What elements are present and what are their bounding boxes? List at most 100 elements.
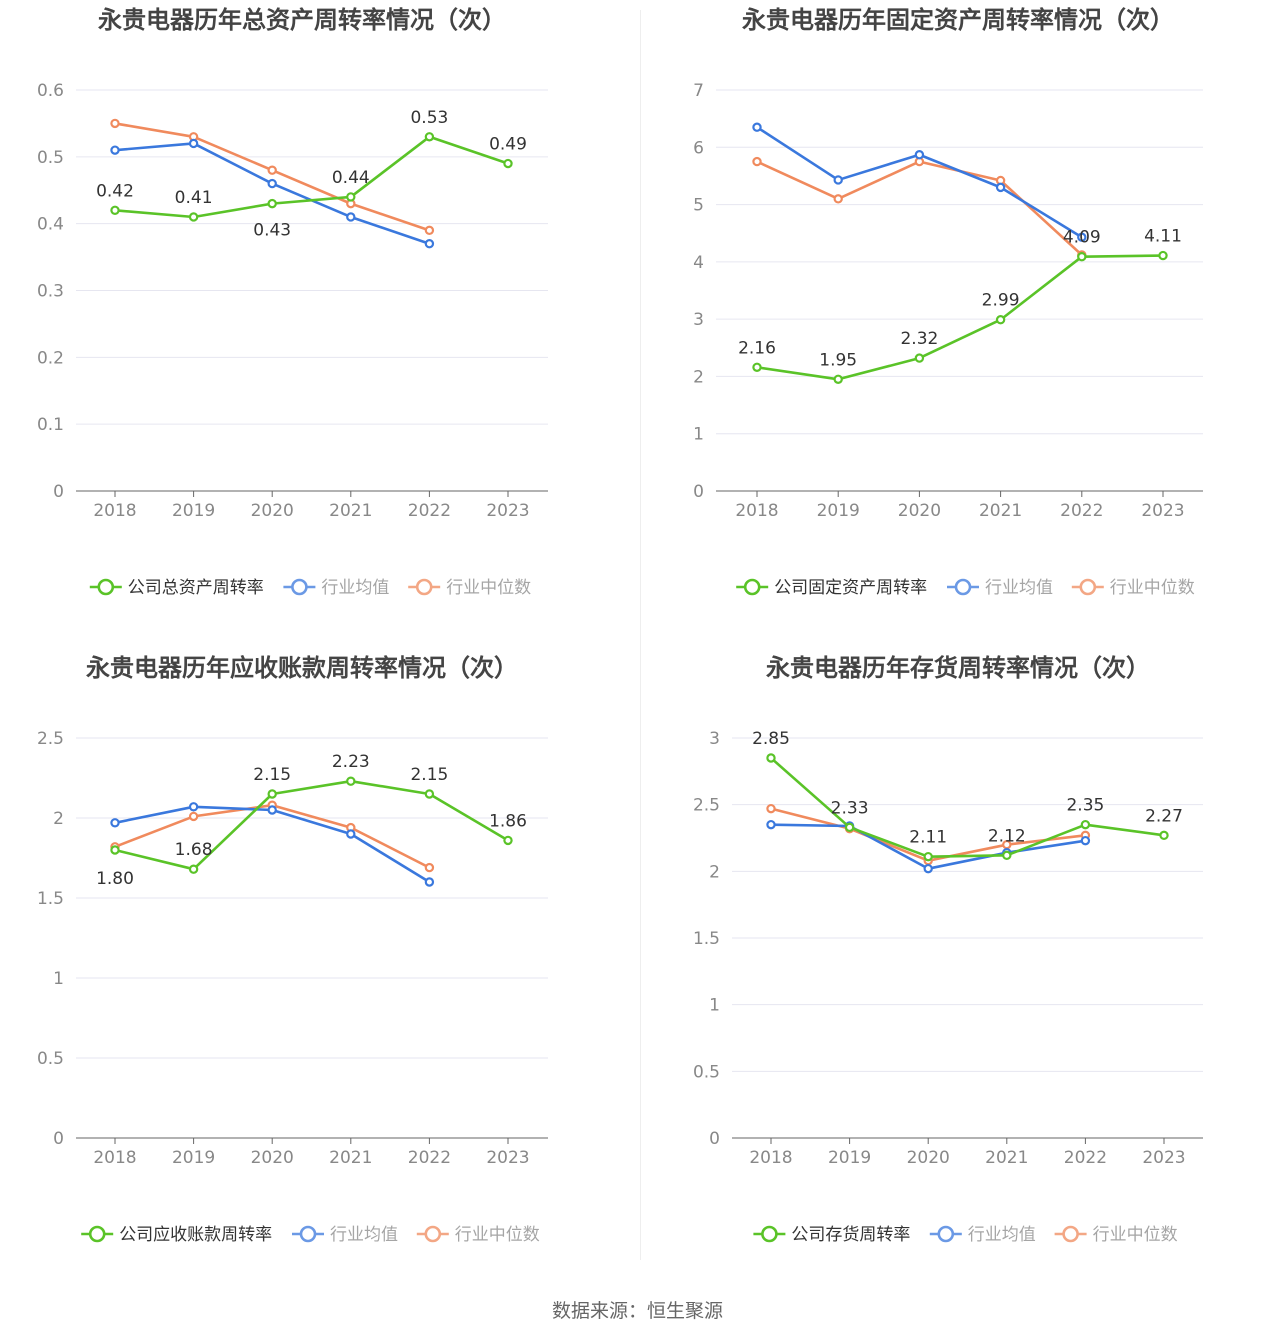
legend-item-industry_avg[interactable]: 行业均值 (292, 1225, 398, 1245)
data-point-industry_avg (752, 122, 762, 132)
data-point-company (995, 315, 1006, 325)
chart-panel-receivables-turnover: 永贵电器历年应收账款周转率情况（次） 0 0.5 1 1.5 2 2.5 2018 2019 20… (0, 648, 637, 1296)
y-tick-label: 0.4 (37, 215, 64, 235)
data-point-company (503, 835, 513, 846)
y-tick-label: 6 (693, 138, 704, 158)
y-tick-label: 0 (709, 1129, 720, 1149)
data-label: 0.42 (96, 181, 134, 201)
y-tick-label: 1 (693, 425, 704, 445)
legend-marker (937, 1225, 955, 1243)
data-point-company (844, 822, 855, 833)
legend-label: 行业均值 (985, 578, 1053, 598)
x-tick-label: 2020 (251, 1148, 294, 1168)
legend-marker (291, 578, 308, 596)
x-tick-label: 2018 (93, 1148, 136, 1168)
x-tick-label: 2021 (329, 1148, 372, 1168)
data-label: 2.99 (982, 291, 1020, 311)
y-tick-label: 5 (693, 196, 704, 216)
x-tick-label: 2018 (749, 1148, 792, 1168)
y-tick-label: 2 (53, 809, 64, 829)
y-tick-label: 0 (693, 482, 704, 502)
legend-item-company[interactable]: 公司固定资产周转率 (736, 578, 927, 598)
x-tick-label: 2020 (907, 1148, 950, 1168)
data-point-industry_avg (914, 150, 925, 160)
data-point-industry_avg (188, 802, 199, 812)
data-point-industry_median (833, 194, 843, 204)
data-point-company (1158, 250, 1168, 261)
legend-item-company[interactable]: 公司存货周转率 (753, 1225, 910, 1245)
data-point-industry_avg (188, 138, 199, 149)
data-point-company (914, 353, 925, 363)
legend-marker (1079, 578, 1097, 596)
data-point-industry_median (188, 811, 199, 822)
y-tick-label: 2 (709, 862, 720, 882)
x-tick-label: 2023 (486, 501, 529, 521)
y-tick-label: 2 (693, 367, 704, 387)
chart-panel-fixed-asset-turnover: 永贵电器历年固定资产周转率情况（次） 0 1 2 3 4 5 6 7 2018 2019 2020 20… (640, 0, 1275, 648)
x-tick-label: 2022 (1064, 1148, 1107, 1168)
y-tick-label: 0.5 (37, 1049, 64, 1069)
data-label: 2.32 (900, 329, 938, 349)
data-label: 0.43 (253, 221, 291, 241)
data-point-company (188, 864, 199, 874)
data-label: 0.49 (489, 135, 527, 155)
x-tick-label: 2021 (329, 501, 372, 521)
x-tick-label: 2019 (828, 1148, 871, 1168)
legend-item-industry_avg[interactable]: 行业均值 (947, 578, 1053, 598)
chart-group: 永贵电器历年总资产周转率情况（次） 0 0.1 0.2 0.3 0.4 0.5 0.6 2018… (37, 6, 548, 598)
panel-divider (640, 10, 641, 1260)
y-tick-label: 1 (709, 996, 720, 1016)
y-tick-label: 0.2 (37, 348, 64, 368)
legend-item-industry_median[interactable]: 行业中位数 (1071, 578, 1195, 598)
data-point-industry_avg (833, 175, 843, 185)
legend-item-industry_median[interactable]: 行业中位数 (408, 578, 531, 598)
legend-item-industry_median[interactable]: 行业中位数 (1054, 1225, 1178, 1245)
data-label: 2.12 (988, 826, 1026, 846)
x-tick-label: 2019 (817, 501, 860, 521)
data-label: 2.33 (831, 798, 869, 818)
data-point-company (1080, 819, 1091, 830)
y-tick-label: 2.5 (37, 729, 64, 749)
chart-group: 永贵电器历年存货周转率情况（次） 0 0.5 1 1.5 2 2.5 3 2018 2019 202… (693, 654, 1203, 1245)
chart-total-asset-turnover: 永贵电器历年总资产周转率情况（次） 0 0.1 0.2 0.3 0.4 0.5 0.6 2018… (37, 6, 548, 598)
data-label: 1.95 (819, 350, 857, 370)
series-line-company (114, 135, 509, 219)
data-point-industry_median (424, 225, 435, 236)
data-label: 0.53 (410, 108, 448, 128)
y-tick-label: 0.3 (37, 282, 64, 302)
x-tick-label: 2020 (898, 501, 941, 521)
chart-title: 永贵电器历年固定资产周转率情况（次） (742, 6, 1174, 34)
legend-item-industry_median[interactable]: 行业中位数 (416, 1225, 540, 1245)
data-point-company (1002, 850, 1012, 861)
x-tick-label: 2023 (1142, 1148, 1185, 1168)
x-tick-label: 2019 (172, 501, 215, 521)
y-tick-label: 3 (709, 729, 720, 749)
series-line-industry_avg (756, 126, 1083, 239)
data-label: 1.80 (96, 869, 134, 889)
x-tick-label: 2023 (486, 1148, 529, 1168)
legend-item-company[interactable]: 公司应收账款周转率 (81, 1225, 272, 1245)
data-label: 0.44 (332, 168, 370, 188)
legend-marker (743, 578, 761, 596)
data-point-company (503, 158, 513, 169)
data-label: 1.86 (489, 811, 527, 831)
y-tick-label: 1.5 (693, 929, 720, 949)
y-tick-label: 3 (693, 310, 704, 330)
y-tick-label: 0 (53, 482, 64, 502)
data-label: 2.15 (253, 765, 291, 785)
chart-panel-inventory-turnover: 永贵电器历年存货周转率情况（次） 0 0.5 1 1.5 2 2.5 3 2018 2019 202… (640, 648, 1275, 1296)
data-point-industry_avg (110, 818, 120, 828)
legend-label: 公司存货周转率 (791, 1225, 910, 1245)
chart-receivables-turnover: 永贵电器历年应收账款周转率情况（次） 0 0.5 1 1.5 2 2.5 2018 2019 20… (37, 654, 548, 1245)
y-tick-label: 4 (693, 253, 704, 273)
legend-marker (761, 1225, 778, 1243)
legend-item-company[interactable]: 公司总资产周转率 (89, 578, 264, 598)
legend-item-industry_avg[interactable]: 行业均值 (283, 578, 389, 598)
data-point-industry_avg (424, 877, 435, 887)
data-point-industry_avg (346, 829, 356, 839)
chart-panel-total-asset-turnover: 永贵电器历年总资产周转率情况（次） 0 0.1 0.2 0.3 0.4 0.5 0.6 2018… (0, 0, 637, 648)
legend-marker (299, 1225, 317, 1243)
legend-marker (97, 578, 115, 596)
y-tick-label: 0.6 (37, 81, 64, 101)
legend-item-industry_avg[interactable]: 行业均值 (929, 1225, 1036, 1245)
